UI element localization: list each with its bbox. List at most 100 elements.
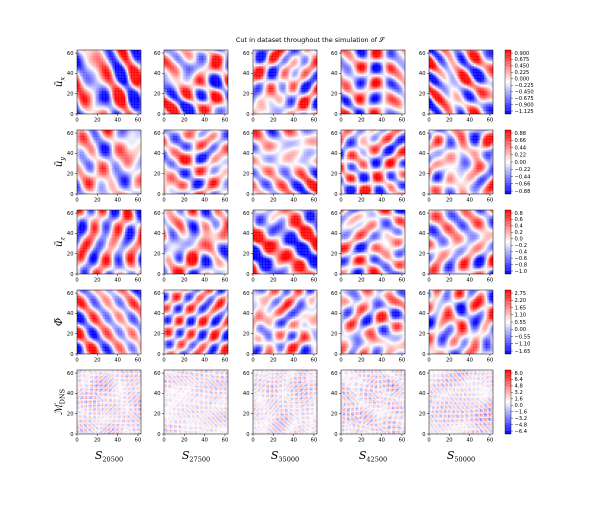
heatmap-cell xyxy=(196,82,198,84)
heatmap-cell xyxy=(212,63,214,64)
heatmap-cell xyxy=(99,98,101,100)
heatmap-cell xyxy=(177,79,179,81)
heatmap-cell xyxy=(124,67,126,69)
heatmap-cell xyxy=(92,89,94,91)
heatmap-cell xyxy=(203,67,205,69)
heatmap-cell xyxy=(90,86,92,88)
heatmap-cell xyxy=(128,101,130,103)
heatmap-cell xyxy=(124,107,126,109)
heatmap-cell xyxy=(110,108,112,110)
heatmap-cell xyxy=(131,81,133,83)
heatmap-cell xyxy=(99,85,101,87)
heatmap-cell xyxy=(105,62,107,64)
heatmap-cell xyxy=(118,83,120,85)
heatmap-cell xyxy=(89,79,91,81)
heatmap-cell xyxy=(132,53,134,55)
heatmap-cell xyxy=(195,60,197,62)
heatmap-cell xyxy=(115,102,117,104)
heatmap-cell xyxy=(119,72,121,74)
heatmap-cell xyxy=(80,105,82,107)
heatmap-cell xyxy=(115,67,117,69)
heatmap-cell xyxy=(137,79,139,81)
heatmap-cell xyxy=(224,69,226,71)
heatmap-cell xyxy=(108,97,110,99)
heatmap-cell xyxy=(80,83,82,85)
heatmap-cell xyxy=(186,60,188,62)
heatmap-cell xyxy=(84,101,86,103)
heatmap-cell xyxy=(209,78,211,80)
heatmap-cell xyxy=(129,97,131,99)
heatmap-cell xyxy=(197,62,199,64)
heatmap-cell xyxy=(106,111,108,113)
heatmap-cell xyxy=(211,60,213,62)
heatmap-cell xyxy=(103,78,105,80)
heatmap-cell xyxy=(125,69,127,71)
heatmap-cell xyxy=(109,108,111,110)
heatmap-cell xyxy=(202,81,204,83)
heatmap-cell xyxy=(216,70,218,72)
heatmap-cell xyxy=(116,79,118,81)
heatmap-cell xyxy=(186,82,188,84)
heatmap-cell xyxy=(83,70,85,72)
heatmap-cell xyxy=(106,94,108,96)
heatmap-cell xyxy=(125,102,127,104)
heatmap-cell xyxy=(116,65,118,67)
heatmap-cell xyxy=(129,94,131,96)
heatmap-cell xyxy=(132,72,134,74)
heatmap-cell xyxy=(187,76,189,78)
heatmap-cell xyxy=(124,104,126,106)
heatmap-cell xyxy=(112,76,114,78)
heatmap-cell xyxy=(137,98,139,100)
heatmap-cell xyxy=(199,53,201,55)
heatmap-cell xyxy=(195,65,197,67)
heatmap-cell xyxy=(118,54,120,56)
heatmap-cell xyxy=(171,56,173,58)
heatmap-cell xyxy=(135,86,137,88)
heatmap-cell xyxy=(118,111,120,113)
heatmap-cell xyxy=(219,60,221,62)
heatmap-cell xyxy=(108,81,110,83)
heatmap-cell xyxy=(116,88,118,90)
heatmap-cell xyxy=(81,94,83,96)
heatmap-cell xyxy=(99,76,101,78)
heatmap-cell xyxy=(86,66,88,68)
heatmap-cell xyxy=(181,78,183,80)
heatmap-cell xyxy=(167,75,169,77)
heatmap-cell xyxy=(97,51,99,53)
heatmap-cell xyxy=(135,111,137,113)
heatmap-cell xyxy=(99,53,101,55)
heatmap-cell xyxy=(100,76,102,78)
heatmap-cell xyxy=(125,97,127,99)
heatmap-cell xyxy=(137,101,139,103)
heatmap-cell xyxy=(192,82,194,84)
heatmap-cell xyxy=(209,56,211,58)
heatmap-cell xyxy=(94,57,96,59)
heatmap-cell xyxy=(135,91,137,93)
heatmap-cell xyxy=(200,56,202,58)
heatmap-cell xyxy=(96,92,98,94)
heatmap-cell xyxy=(126,101,128,103)
heatmap-cell xyxy=(103,66,105,68)
heatmap-cell xyxy=(173,81,175,83)
heatmap-cell xyxy=(209,60,211,62)
heatmap-cell xyxy=(176,56,178,58)
heatmap-cell xyxy=(81,72,83,74)
heatmap-cell xyxy=(119,91,121,93)
heatmap-cell xyxy=(196,63,198,64)
heatmap-cell xyxy=(206,56,208,58)
heatmap-cell xyxy=(105,65,107,67)
heatmap-cell xyxy=(167,62,169,64)
heatmap-cell xyxy=(108,89,110,91)
heatmap-cell xyxy=(87,95,89,97)
heatmap-cell xyxy=(131,97,133,99)
heatmap-cell xyxy=(89,81,91,83)
heatmap-cell xyxy=(196,72,198,74)
heatmap-cell xyxy=(134,91,136,93)
heatmap-cell xyxy=(179,56,181,58)
heatmap-cell xyxy=(134,81,136,83)
heatmap-cell xyxy=(131,56,133,58)
heatmap-cell xyxy=(124,99,126,101)
heatmap-cell xyxy=(128,59,130,61)
heatmap-cell xyxy=(118,107,120,109)
heatmap-cell xyxy=(168,59,170,61)
